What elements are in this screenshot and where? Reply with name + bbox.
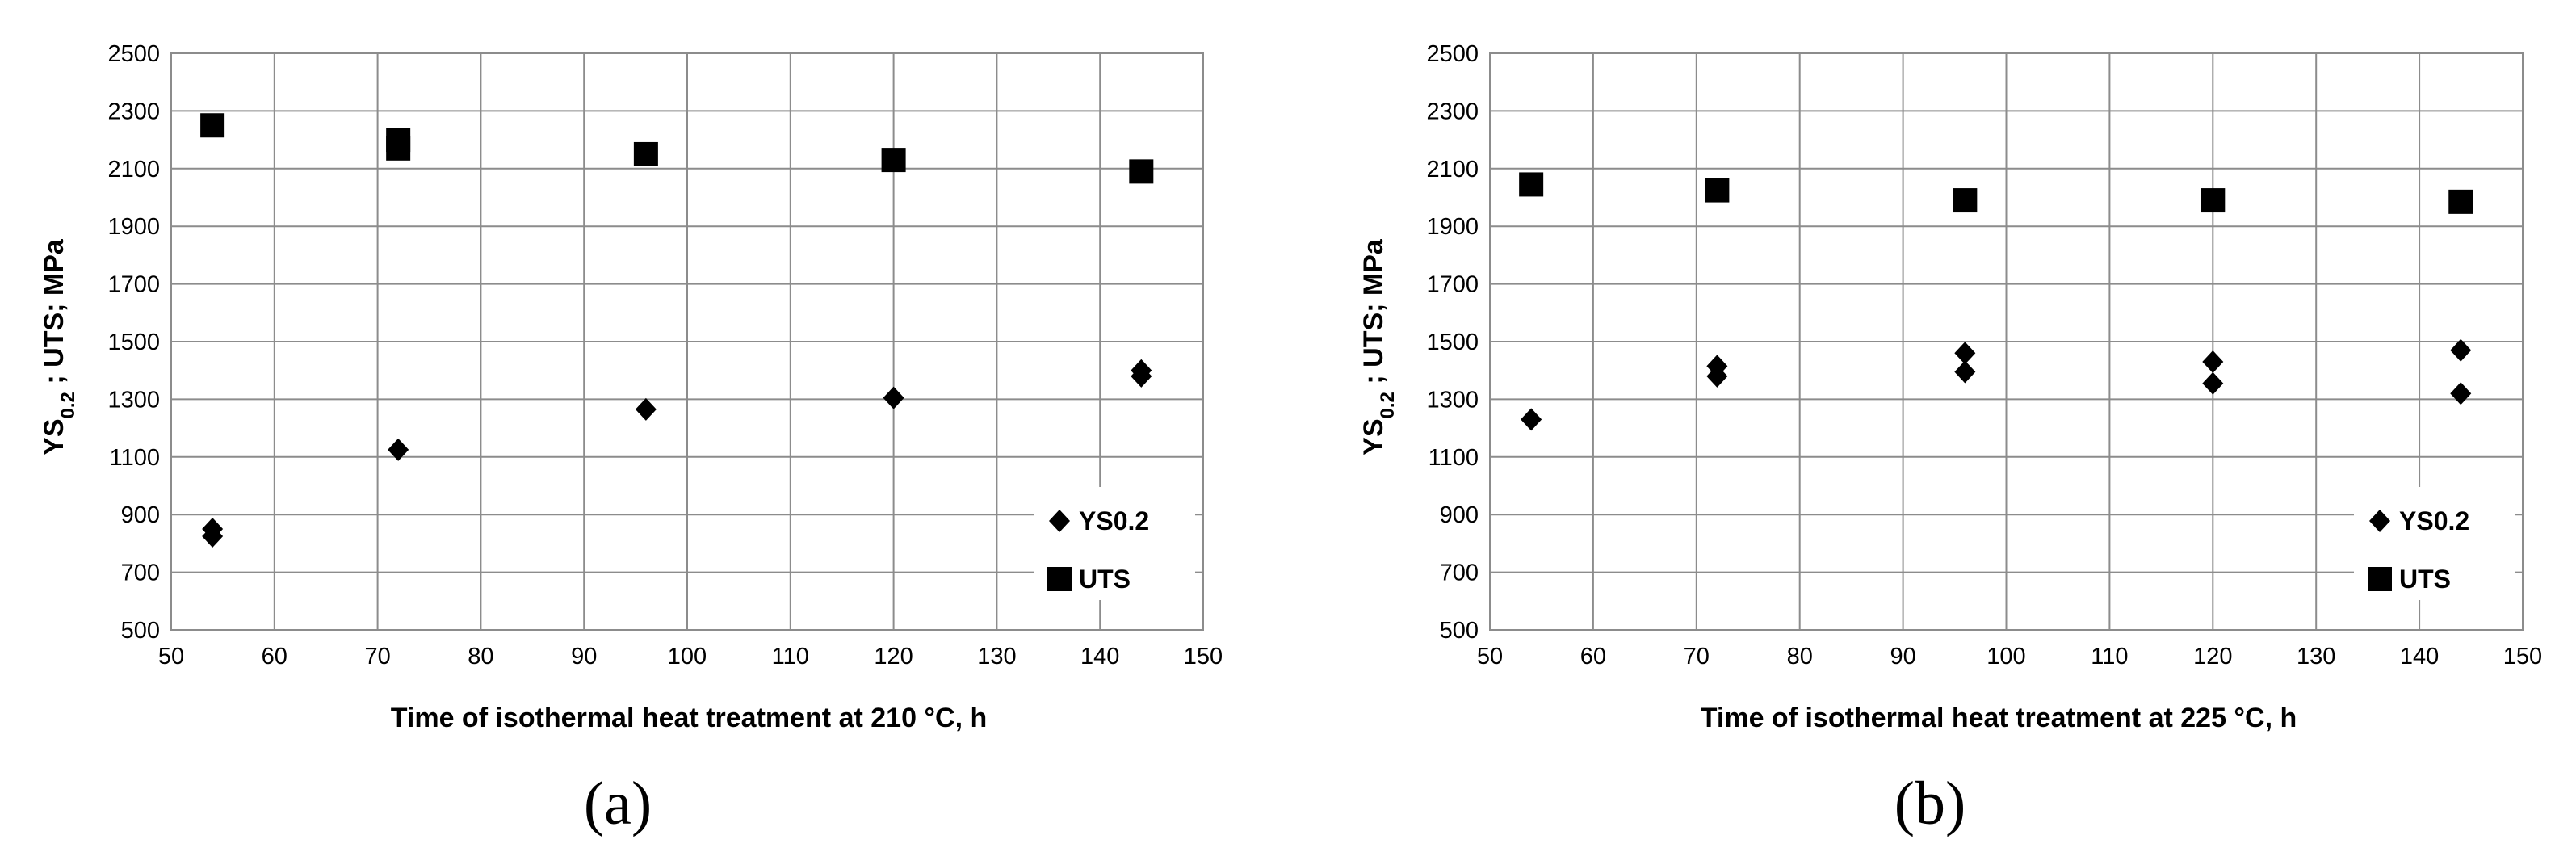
data-points-a	[200, 113, 1154, 548]
y-tick-label: 1100	[110, 445, 160, 471]
ys-point	[2450, 338, 2472, 362]
y-tick-label: 1500	[1426, 329, 1479, 355]
caption-b: (b)	[1894, 770, 1966, 837]
uts-point	[2448, 189, 2473, 214]
y-tick-label: 2500	[1426, 41, 1479, 67]
y-tick-labels-b: 500 700 900 1100 1300 1500 1700 1900 2100 2300 250…	[1426, 41, 1479, 644]
y-tick-label: 1300	[1426, 387, 1479, 413]
x-tick-labels-b: 50 60 70 80 90 100 110 120 130 140 150	[1477, 644, 2542, 669]
chart-panel-a: 500 700 900 1100 1300 1500 1700 1900 2100 2300 250…	[39, 41, 1223, 837]
y-tick-label: 2500	[107, 41, 160, 67]
uts-point	[1953, 188, 1978, 213]
legend-square-marker	[1047, 567, 1072, 591]
x-tick-label: 140	[2400, 644, 2439, 669]
uts-point	[1705, 178, 1730, 203]
y-tick-label: 1500	[107, 329, 160, 355]
plot-frame	[1489, 52, 2524, 631]
ys-point	[2202, 371, 2224, 395]
y-axis-title-a: YS0.2 ; UTS; MPa	[39, 238, 79, 455]
x-tick-label: 70	[1684, 644, 1710, 669]
uts-point	[200, 113, 225, 138]
ys-point	[202, 524, 224, 548]
ys-point	[1521, 408, 1542, 431]
y-tick-label: 1900	[1426, 214, 1479, 240]
ys-point	[1131, 364, 1152, 388]
x-tick-label: 130	[2297, 644, 2335, 669]
x-tick-labels-a: 50 60 70 80 90 100 110 120 130 140 150	[158, 644, 1223, 669]
x-tick-label: 120	[874, 644, 913, 669]
legend-label: UTS	[2399, 565, 2451, 594]
y-tick-label: 900	[121, 502, 160, 528]
x-tick-label: 100	[668, 644, 707, 669]
x-tick-label: 130	[977, 644, 1016, 669]
y-tick-label: 2100	[107, 157, 160, 183]
y-tick-label: 900	[1440, 502, 1479, 528]
y-tick-label: 700	[1440, 560, 1479, 586]
x-tick-label: 110	[772, 644, 809, 669]
y-tick-label: 1300	[107, 387, 160, 413]
x-tick-label: 150	[2503, 644, 2542, 669]
y-tick-label: 2300	[107, 99, 160, 124]
uts-point	[1519, 172, 1544, 197]
y-tick-label: 700	[121, 560, 160, 586]
x-tick-label: 70	[364, 644, 390, 669]
uts-point	[2201, 188, 2226, 213]
legend-diamond-marker	[2369, 510, 2390, 532]
x-tick-label: 90	[571, 644, 597, 669]
legend-label: UTS	[1079, 565, 1131, 594]
x-tick-label: 50	[158, 644, 184, 669]
y-tick-label: 1900	[107, 214, 160, 240]
data-points-b	[1519, 172, 2473, 431]
x-tick-label: 60	[262, 644, 287, 669]
legend-diamond-marker	[1049, 510, 1070, 532]
y-tick-label: 1700	[1426, 272, 1479, 298]
ys-point	[1706, 364, 1728, 388]
uts-point	[1129, 159, 1154, 184]
y-tick-label: 2300	[1426, 99, 1479, 124]
y-axis-title-b: YS0.2 ; UTS; MPa	[1358, 238, 1399, 455]
x-tick-label: 100	[1987, 644, 2025, 669]
y-tick-label: 1100	[1429, 445, 1479, 471]
y-tick-label: 500	[121, 618, 160, 644]
ys-point	[2450, 382, 2472, 405]
legend-label: YS0.2	[1079, 506, 1149, 535]
x-axis-title-a: Time of isothermal heat treatment at 210…	[391, 703, 988, 733]
x-tick-label: 80	[468, 644, 493, 669]
legend-label: YS0.2	[2399, 506, 2469, 535]
x-tick-label: 60	[1580, 644, 1606, 669]
caption-a: (a)	[584, 770, 652, 837]
ys-point	[1954, 360, 1976, 384]
x-tick-label: 150	[1184, 644, 1223, 669]
uts-point	[386, 136, 411, 161]
chart-panel-b: 500 700 900 1100 1300 1500 1700 1900 2100 2300 250…	[1358, 41, 2542, 837]
y-tick-label: 1700	[107, 272, 160, 298]
ys-point	[635, 397, 657, 421]
uts-point	[881, 148, 906, 173]
x-tick-label: 90	[1890, 644, 1915, 669]
ys-point	[883, 386, 904, 409]
x-tick-label: 80	[1787, 644, 1813, 669]
x-tick-label: 140	[1080, 644, 1119, 669]
x-axis-title-b: Time of isothermal heat treatment at 225…	[1701, 703, 2297, 733]
legend-b: YS0.2 UTS	[2354, 487, 2515, 600]
ys-point	[1954, 342, 1976, 365]
legend-a: YS0.2 UTS	[1034, 487, 1195, 600]
grid-lines-a	[170, 52, 1204, 631]
y-tick-labels-a: 500 700 900 1100 1300 1500 1700 1900 2100 2300 250…	[107, 41, 160, 644]
x-tick-label: 110	[2091, 644, 2128, 669]
ys-point	[2202, 350, 2224, 373]
plot-frame	[170, 52, 1204, 631]
y-tick-label: 2100	[1426, 157, 1479, 183]
legend-square-marker	[2368, 567, 2392, 591]
x-tick-label: 50	[1477, 644, 1503, 669]
x-tick-label: 120	[2193, 644, 2232, 669]
ys-point	[388, 438, 409, 461]
uts-point	[633, 141, 658, 166]
y-tick-label: 500	[1440, 618, 1479, 644]
